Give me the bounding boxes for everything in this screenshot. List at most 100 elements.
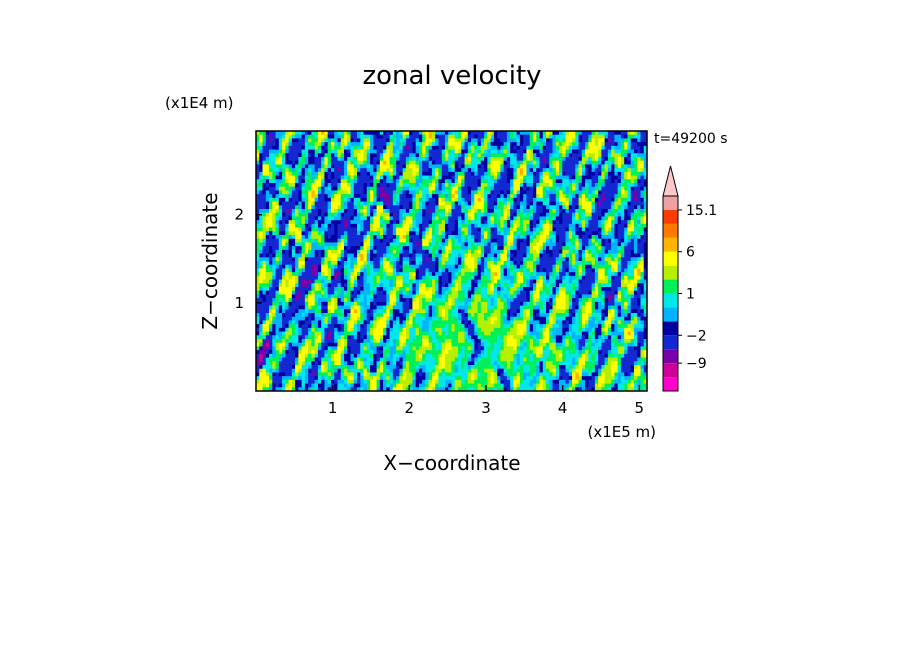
heatmap-cell <box>630 201 635 206</box>
heatmap-cell <box>438 149 443 154</box>
heatmap-cell <box>637 268 641 273</box>
heatmap-cell <box>545 183 550 188</box>
heatmap-cell <box>575 175 579 180</box>
heatmap-cell <box>500 160 505 165</box>
heatmap-cell <box>497 235 501 240</box>
heatmap-cell <box>591 220 596 225</box>
heatmap-cell <box>506 171 511 176</box>
heatmap-cell <box>386 231 390 236</box>
heatmap-cell <box>295 138 299 143</box>
heatmap-cell <box>490 261 495 266</box>
heatmap-cell <box>386 142 390 147</box>
heatmap-cell <box>490 272 495 277</box>
heatmap-cell <box>444 212 449 217</box>
heatmap-cell <box>392 216 397 221</box>
heatmap-cell <box>477 268 482 273</box>
heatmap-cell <box>555 242 560 247</box>
heatmap-cell <box>262 283 267 288</box>
heatmap-cell <box>545 160 550 165</box>
heatmap-cell <box>291 253 296 258</box>
heatmap-cell <box>327 197 332 202</box>
heatmap-cell <box>523 227 527 232</box>
heatmap-cell <box>480 261 485 266</box>
heatmap-cell <box>425 275 430 280</box>
heatmap-cell <box>304 227 309 232</box>
heatmap-cell <box>366 190 371 195</box>
heatmap-cell <box>409 153 413 158</box>
heatmap-cell <box>301 238 306 243</box>
heatmap-cell <box>311 149 316 154</box>
heatmap-cell <box>360 190 364 195</box>
heatmap-cell <box>474 242 478 247</box>
heatmap-cell <box>562 186 566 191</box>
heatmap-cell <box>412 134 417 139</box>
heatmap-cell <box>627 223 632 228</box>
heatmap-cell <box>337 149 342 154</box>
heatmap-cell <box>256 157 260 162</box>
heatmap-cell <box>409 201 413 206</box>
heatmap-cell <box>604 142 609 147</box>
heatmap-cell <box>578 275 583 280</box>
heatmap-cell <box>467 261 472 266</box>
heatmap-cell <box>614 160 619 165</box>
heatmap-cell <box>327 153 332 158</box>
heatmap-cell <box>343 272 348 277</box>
heatmap-cell <box>568 149 573 154</box>
heatmap-cell <box>464 238 469 243</box>
heatmap-cell <box>308 212 312 217</box>
heatmap-cell <box>321 164 325 169</box>
heatmap-cell <box>519 186 524 191</box>
heatmap-cell <box>399 134 404 139</box>
heatmap-cell <box>624 220 628 225</box>
heatmap-cell <box>412 253 417 258</box>
heatmap-cell <box>461 242 465 247</box>
heatmap-cell <box>594 131 599 136</box>
heatmap-cell <box>379 186 384 191</box>
heatmap-cell <box>259 186 263 191</box>
heatmap-cell <box>578 134 583 139</box>
heatmap-cell <box>471 227 475 232</box>
heatmap-cell <box>347 168 351 173</box>
heatmap-cell <box>500 216 505 221</box>
heatmap-cell <box>340 249 345 254</box>
heatmap-cell <box>536 223 540 228</box>
heatmap-cell <box>262 257 267 262</box>
heatmap-cell <box>350 179 355 184</box>
heatmap-cell <box>428 212 433 217</box>
heatmap-cell <box>343 242 348 247</box>
heatmap-cell <box>480 257 485 262</box>
heatmap-cell <box>506 197 511 202</box>
heatmap-cell <box>370 272 374 277</box>
heatmap-cell <box>441 205 446 210</box>
heatmap-cell <box>340 227 345 232</box>
heatmap-cell <box>295 171 299 176</box>
heatmap-cell <box>487 186 491 191</box>
heatmap-cell <box>454 231 459 236</box>
heatmap-cell <box>506 205 511 210</box>
heatmap-cell <box>435 201 439 206</box>
heatmap-cell <box>532 175 537 180</box>
heatmap-cell <box>298 235 303 240</box>
heatmap-cell <box>285 283 289 288</box>
heatmap-cell <box>370 160 374 165</box>
heatmap-cell <box>314 149 319 154</box>
heatmap-cell <box>285 131 289 136</box>
heatmap-cell <box>330 153 335 158</box>
heatmap-cell <box>594 231 599 236</box>
heatmap-cell <box>321 216 325 221</box>
heatmap-cell <box>487 190 491 195</box>
heatmap-cell <box>601 249 606 254</box>
heatmap-cell <box>402 164 407 169</box>
heatmap-cell <box>343 257 348 262</box>
heatmap-cell <box>536 216 540 221</box>
heatmap-cell <box>425 242 430 247</box>
heatmap-cell <box>594 160 599 165</box>
heatmap-cell <box>497 164 501 169</box>
heatmap-cell <box>624 227 628 232</box>
heatmap-cell <box>265 264 270 269</box>
heatmap-cell <box>412 275 417 280</box>
heatmap-cell <box>572 268 576 273</box>
heatmap-cell <box>519 157 524 162</box>
heatmap-cell <box>614 205 619 210</box>
heatmap-cell <box>314 275 319 280</box>
